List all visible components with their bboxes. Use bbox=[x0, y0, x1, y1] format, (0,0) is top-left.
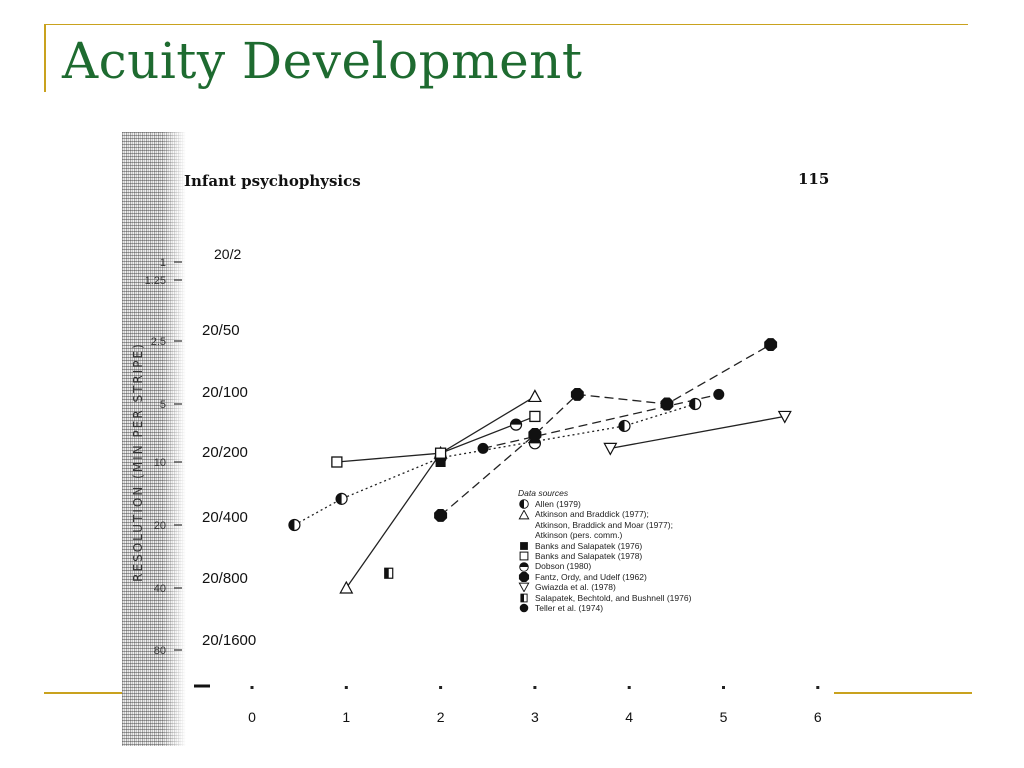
x-tick-mark bbox=[439, 686, 443, 689]
data-point bbox=[335, 492, 348, 505]
legend-label: Dobson (1980) bbox=[535, 561, 592, 572]
y-tick-label: 10 bbox=[154, 457, 166, 469]
legend-item: Banks and Salapatek (1976) bbox=[518, 541, 691, 551]
data-point bbox=[689, 397, 702, 411]
series-line bbox=[610, 415, 785, 450]
legend-symbol-icon bbox=[519, 499, 529, 509]
legend-item: Atkinson and Braddick (1977); bbox=[518, 509, 691, 519]
x-tick-label: 3 bbox=[531, 709, 539, 725]
legend-symbol-icon bbox=[518, 509, 530, 519]
x-tick-label: 5 bbox=[720, 709, 728, 725]
data-point bbox=[618, 419, 631, 433]
data-point bbox=[435, 457, 446, 467]
legend-symbol-icon bbox=[519, 561, 529, 572]
legend-item: Fantz, Ordy, and Udelf (1962) bbox=[518, 572, 691, 582]
legend-label: Banks and Salapatek (1976) bbox=[535, 540, 643, 551]
y-tick-label: 1 bbox=[160, 257, 166, 269]
series-line bbox=[345, 395, 536, 589]
x-tick-label: 0 bbox=[248, 709, 256, 725]
legend-item: Atkinson (pers. comm.) bbox=[518, 530, 691, 540]
legend-symbol-icon bbox=[520, 593, 528, 603]
data-point bbox=[764, 338, 778, 351]
data-point bbox=[603, 442, 618, 456]
data-point bbox=[528, 428, 542, 441]
slide-title: Acuity Development bbox=[62, 32, 583, 90]
legend-symbol-icon bbox=[519, 603, 529, 613]
snellen-label: 20/50 bbox=[202, 322, 240, 339]
legend-label: Atkinson (pers. comm.) bbox=[535, 530, 623, 541]
data-point bbox=[713, 388, 725, 400]
data-point bbox=[331, 456, 343, 468]
legend-item: Banks and Salapatek (1978) bbox=[518, 551, 691, 561]
series-line bbox=[482, 393, 719, 450]
legend-item: Allen (1979) bbox=[518, 499, 691, 509]
data-point bbox=[527, 389, 542, 403]
legend-label: Allen (1979) bbox=[535, 499, 581, 509]
legend-label: Atkinson and Braddick (1977); bbox=[535, 509, 649, 520]
y-tick-label: 80 bbox=[154, 645, 166, 657]
x-tick-label: 4 bbox=[625, 709, 633, 725]
data-point bbox=[339, 580, 354, 594]
scanned-figure: RESOLUTION (MIN PER STRIPE) Infant psych… bbox=[122, 132, 834, 746]
figure-header: Infant psychophysics bbox=[184, 172, 361, 190]
snellen-label: 20/100 bbox=[202, 384, 248, 401]
x-tick-mark bbox=[533, 686, 537, 689]
legend-label: Fantz, Ordy, and Udelf (1962) bbox=[535, 571, 647, 582]
acuity-chart: 11.252.551020408020/220/5020/10020/20020… bbox=[145, 246, 822, 725]
legend-item: Atkinson, Braddick and Moar (1977); bbox=[518, 520, 691, 530]
data-point bbox=[777, 410, 792, 424]
title-rule-left bbox=[44, 24, 46, 92]
footer-rule-right bbox=[834, 692, 972, 694]
legend-label: Gwiazda et al. (1978) bbox=[535, 582, 616, 593]
x-tick-mark bbox=[722, 686, 725, 689]
legend-symbol-icon bbox=[519, 551, 529, 561]
x-tick-mark bbox=[816, 686, 820, 689]
x-tick-label: 6 bbox=[814, 709, 822, 725]
legend-label: Salapatek, Bechtold, and Bushnell (1976) bbox=[535, 592, 692, 603]
snellen-label: 20/1600 bbox=[202, 632, 256, 649]
data-point bbox=[477, 442, 489, 454]
data-point bbox=[384, 567, 394, 579]
data-point bbox=[434, 509, 448, 522]
data-point bbox=[509, 418, 523, 431]
legend-item: Dobson (1980) bbox=[518, 561, 691, 571]
snellen-label: 20/200 bbox=[202, 444, 248, 461]
scan-noise-edge bbox=[122, 132, 186, 746]
footer-rule-left bbox=[44, 692, 124, 694]
x-tick-mark bbox=[250, 686, 254, 689]
data-point bbox=[570, 388, 584, 401]
legend-symbol-icon bbox=[520, 541, 528, 550]
y-tick-label: 5 bbox=[160, 399, 166, 411]
snellen-label: 20/400 bbox=[202, 509, 248, 526]
y-tick-label: 1.25 bbox=[145, 275, 166, 287]
y-tick-label: 40 bbox=[154, 583, 166, 595]
y-tick-label: 2.5 bbox=[151, 336, 166, 348]
legend-label: Atkinson, Braddick and Moar (1977); bbox=[535, 519, 673, 530]
legend-title: Data sources bbox=[518, 488, 569, 498]
legend-item: Salapatek, Bechtold, and Bushnell (1976) bbox=[518, 593, 691, 603]
legend-item: Teller et al. (1974) bbox=[518, 603, 691, 613]
legend-symbol-icon bbox=[518, 571, 530, 582]
legend-label: Teller et al. (1974) bbox=[535, 602, 604, 613]
x-tick-mark bbox=[627, 686, 631, 689]
legend-item: Gwiazda et al. (1978) bbox=[518, 582, 691, 593]
x-tick-label: 2 bbox=[437, 709, 445, 725]
data-point bbox=[529, 410, 541, 423]
x-tick-mark bbox=[344, 686, 348, 689]
legend-symbol-icon bbox=[518, 582, 530, 593]
x-tick-label: 1 bbox=[342, 709, 350, 725]
snellen-label: 20/2 bbox=[214, 246, 241, 262]
title-rule-top bbox=[44, 24, 968, 25]
legend-label: Banks and Salapatek (1978) bbox=[535, 550, 643, 561]
snellen-label: 20/800 bbox=[202, 570, 248, 587]
y-tick-label: 20 bbox=[154, 520, 166, 532]
data-point bbox=[434, 447, 447, 459]
legend: Data sources Allen (1979) Atkinson and Br… bbox=[518, 488, 691, 613]
figure-page-number: 115 bbox=[798, 170, 830, 188]
data-point bbox=[288, 518, 301, 532]
data-point bbox=[660, 397, 674, 411]
